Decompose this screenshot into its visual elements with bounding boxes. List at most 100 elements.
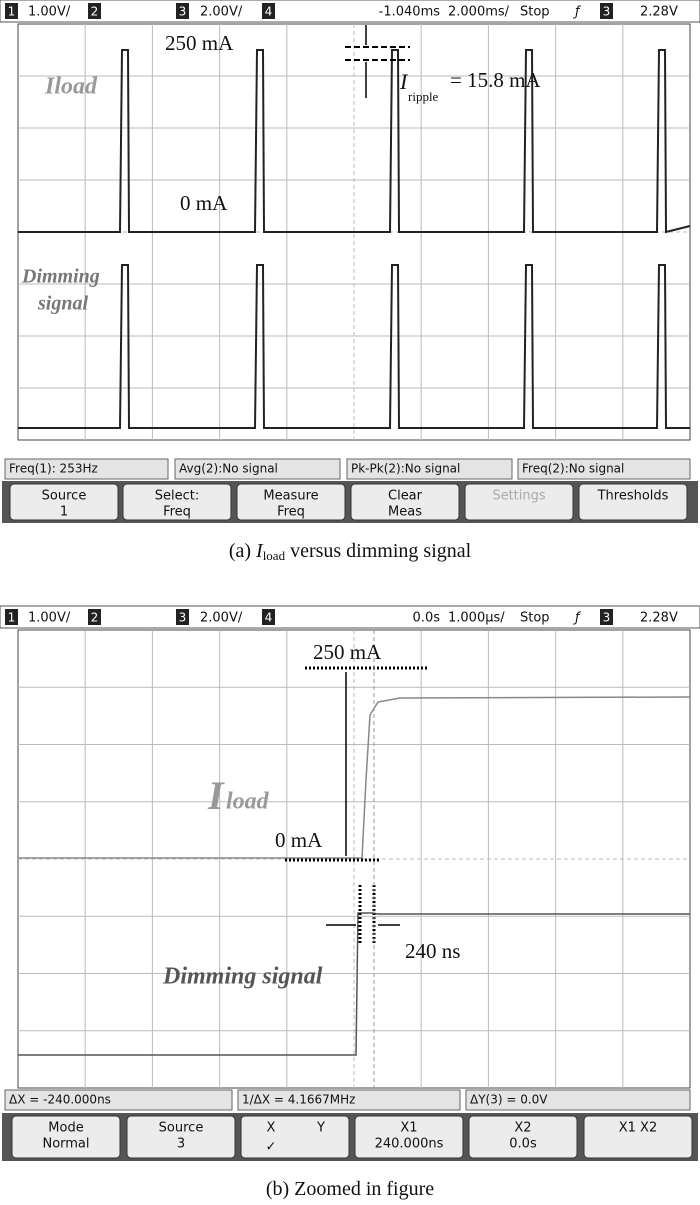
header-bar (0, 0, 700, 23)
annotation: ripple (408, 89, 439, 104)
measurement-box (4, 1089, 233, 1111)
annotation: I (399, 69, 409, 94)
caption-part: versus dimming signal (285, 540, 472, 562)
softkey-label: Source (42, 489, 87, 504)
run-state: Stop (520, 611, 550, 626)
trace-label: I (207, 773, 225, 818)
softkey-label: Freq (163, 505, 191, 520)
caption: (b) Zoomed in figure (266, 1178, 434, 1200)
measurement: ΔX = -240.000ns (9, 1093, 111, 1107)
channel-number: 1 (8, 611, 16, 625)
trace (18, 49, 691, 234)
measurement-box (4, 458, 169, 480)
measurement: Avg(2):No signal (179, 462, 278, 476)
softkey-label: 1 (60, 505, 68, 520)
softkey (9, 483, 119, 521)
channel-scale: 1.00V/ (28, 611, 71, 626)
softkey (350, 483, 460, 521)
trace-label: load (226, 789, 270, 815)
timebase: 2.000ms/ (448, 5, 510, 20)
channel-number: 4 (265, 5, 273, 19)
channel-box (176, 609, 189, 625)
softkey-label: Normal (42, 1137, 89, 1152)
channel-box (88, 609, 101, 625)
run-state: Stop (520, 5, 550, 20)
trace-label: Dimming (21, 266, 100, 288)
softkey-label: Measure (263, 489, 318, 504)
softkey (578, 483, 688, 521)
softkey (11, 1115, 121, 1159)
measurement-box (465, 1089, 691, 1111)
trigger-slope: ƒ (572, 5, 582, 20)
channel-box (5, 3, 18, 19)
measurement-box (237, 1089, 461, 1111)
softkey-label: Meas (388, 505, 422, 520)
softkey-label: 240.000ns (375, 1137, 444, 1152)
header-bar (0, 605, 700, 629)
trace-label: signal (37, 293, 88, 315)
softkey-label: X2 (514, 1121, 531, 1136)
softkey (126, 1115, 236, 1159)
measurement: ΔY(3) = 0.0V (470, 1093, 548, 1107)
trace (18, 264, 690, 429)
measurement: Freq(2):No signal (522, 462, 624, 476)
softkey-label: 0.0s (509, 1137, 537, 1152)
softkey-label: 3 (177, 1137, 185, 1152)
trace-label: Dimming signal (162, 964, 323, 990)
softkey-label: X1 (400, 1121, 417, 1136)
channel-number: 3 (179, 5, 187, 19)
caption-part: load (263, 548, 286, 563)
channel-box (262, 609, 275, 625)
annotation: 0 mA (180, 191, 228, 215)
measurement: 1/ΔX = 4.1667MHz (242, 1093, 355, 1107)
channel-box (88, 3, 101, 19)
channel-scale: 1.00V/ (28, 5, 71, 20)
measurement-box (174, 458, 341, 480)
caption-part: (a) (229, 540, 256, 562)
channel-box (176, 3, 189, 19)
channel-box (262, 3, 275, 19)
channel-box (600, 609, 613, 625)
channel-number: 1 (8, 5, 16, 19)
softkey-label: X1 X2 (619, 1121, 658, 1136)
caption: (a) Iload versus dimming signal (229, 540, 472, 563)
channel-number: 3 (179, 611, 187, 625)
softkey (240, 1115, 350, 1159)
annotation: 240 ns (405, 939, 460, 963)
trigger-level: 2.28V (640, 5, 678, 20)
softkey (583, 1115, 693, 1159)
delay: 0.0s (413, 611, 441, 626)
caption-part: (b) Zoomed in figure (266, 1178, 434, 1200)
delay: -1.040ms (379, 5, 441, 20)
softkey-label: X (267, 1121, 276, 1136)
softkey-label: ✓ (266, 1140, 277, 1155)
channel-scale: 2.00V/ (200, 611, 243, 626)
channel-number: 3 (603, 5, 611, 19)
annotation: 250 mA (165, 31, 234, 55)
measurement-box (517, 458, 691, 480)
softkey (236, 483, 346, 521)
softkey (468, 1115, 578, 1159)
channel-number: 4 (265, 611, 273, 625)
channel-number: 2 (91, 611, 99, 625)
channel-number: 2 (91, 5, 99, 19)
timebase: 1.000µs/ (448, 611, 505, 626)
annotation: = 15.8 mA (450, 68, 541, 92)
softkey-label: Source (159, 1121, 204, 1136)
softkey (354, 1115, 464, 1159)
softkey-label: Settings (492, 489, 546, 504)
trigger-level: 2.28V (640, 611, 678, 626)
trigger-slope: ƒ (572, 611, 582, 626)
annotation: 0 mA (275, 828, 323, 852)
channel-box (5, 609, 18, 625)
trace-label: Iload (44, 74, 98, 100)
trace (18, 912, 690, 1056)
measurement: Freq(1): 253Hz (9, 462, 98, 476)
channel-box (600, 3, 613, 19)
softkey (464, 483, 574, 521)
softkey-label: Freq (277, 505, 305, 520)
softkey-label: Y (316, 1121, 325, 1136)
softkey-label: Mode (48, 1121, 83, 1136)
